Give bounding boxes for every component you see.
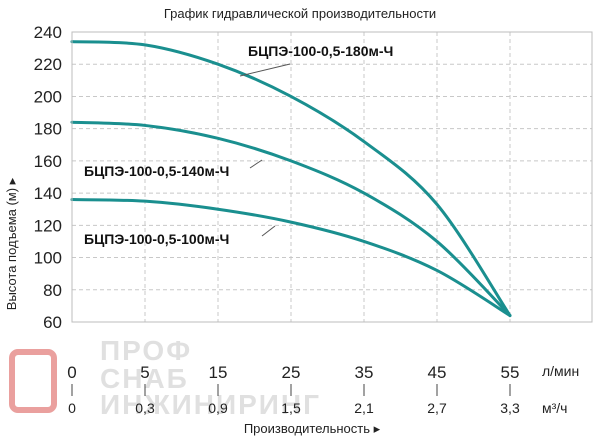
y-tick-label-0: 60 bbox=[43, 313, 62, 332]
x-tick-m3h-0: 0 bbox=[68, 400, 76, 416]
x-tick-m3h-4: 2,1 bbox=[354, 400, 374, 416]
x-axis-label: Производительность ▸ bbox=[244, 421, 381, 436]
y-tick-label-1: 80 bbox=[43, 281, 62, 300]
series-line-1 bbox=[70, 120, 512, 318]
y-tick-label-3: 120 bbox=[34, 216, 62, 235]
x-tick-lmin-1: 5 bbox=[140, 363, 149, 382]
y-tick-label-8: 220 bbox=[34, 55, 62, 74]
series-line-0 bbox=[70, 40, 512, 318]
x-unit-lmin: л/мин bbox=[542, 363, 579, 379]
x-tick-m3h-6: 3,3 bbox=[500, 400, 520, 416]
y-tick-label-7: 200 bbox=[34, 87, 62, 106]
y-axis-label: Высота подъема (м) ▸ bbox=[4, 177, 19, 310]
x-tick-lmin-3: 25 bbox=[282, 363, 301, 382]
plot-frame bbox=[71, 31, 593, 323]
series-labels: БЦПЭ-100-0,5-180м-Ч БЦПЭ-100-0,5-140м-Ч БЦ… bbox=[84, 43, 393, 247]
x-unit-m3h: м³/ч bbox=[542, 400, 567, 416]
y-tick-label-2: 100 bbox=[34, 249, 62, 268]
watermark-mark bbox=[9, 349, 57, 413]
y-tick-label-6: 180 bbox=[34, 120, 62, 139]
series-line-2 bbox=[70, 198, 512, 318]
series-label-2: БЦПЭ-100-0,5-100м-Ч bbox=[84, 231, 229, 247]
watermark-line1: ПРОФ bbox=[100, 335, 192, 366]
grid bbox=[72, 31, 592, 322]
watermark-logo: ПРОФ СНАБ ИНЖИНИРИНГ bbox=[9, 335, 321, 420]
y-tick-labels: 60 80 100 120 140 160 180 200 220 240 bbox=[34, 23, 62, 332]
y-tick-label-9: 240 bbox=[34, 23, 62, 42]
y-tick-label-4: 140 bbox=[34, 184, 62, 203]
x-tick-lmin-2: 15 bbox=[209, 363, 228, 382]
x-tick-labels: 0 5 15 25 35 45 55 0 0,3 0,9 1,5 2,1 2,7 3,3 bbox=[67, 363, 520, 416]
x-tick-m3h-1: 0,3 bbox=[135, 400, 155, 416]
series-lines bbox=[70, 40, 512, 318]
chart-title: График гидравлической производительности bbox=[164, 6, 436, 21]
x-tick-m3h-3: 1,5 bbox=[281, 400, 301, 416]
x-tick-lmin-4: 35 bbox=[355, 363, 374, 382]
watermark-line2: СНАБ bbox=[100, 363, 189, 394]
y-tick-label-5: 160 bbox=[34, 152, 62, 171]
watermark-line3: ИНЖИНИРИНГ bbox=[100, 389, 321, 420]
series-leader-0 bbox=[239, 63, 291, 77]
x-tick-lmin-5: 45 bbox=[428, 363, 447, 382]
series-label-1: БЦПЭ-100-0,5-140м-Ч bbox=[84, 163, 229, 179]
series-leader-1 bbox=[249, 159, 263, 169]
series-leader-2 bbox=[261, 225, 276, 237]
series-label-0: БЦПЭ-100-0,5-180м-Ч bbox=[248, 43, 393, 59]
x-tick-lmin-0: 0 bbox=[67, 363, 76, 382]
x-tick-m3h-5: 2,7 bbox=[427, 400, 447, 416]
x-tick-m3h-2: 0,9 bbox=[208, 400, 228, 416]
x-tick-lmin-6: 55 bbox=[501, 363, 520, 382]
